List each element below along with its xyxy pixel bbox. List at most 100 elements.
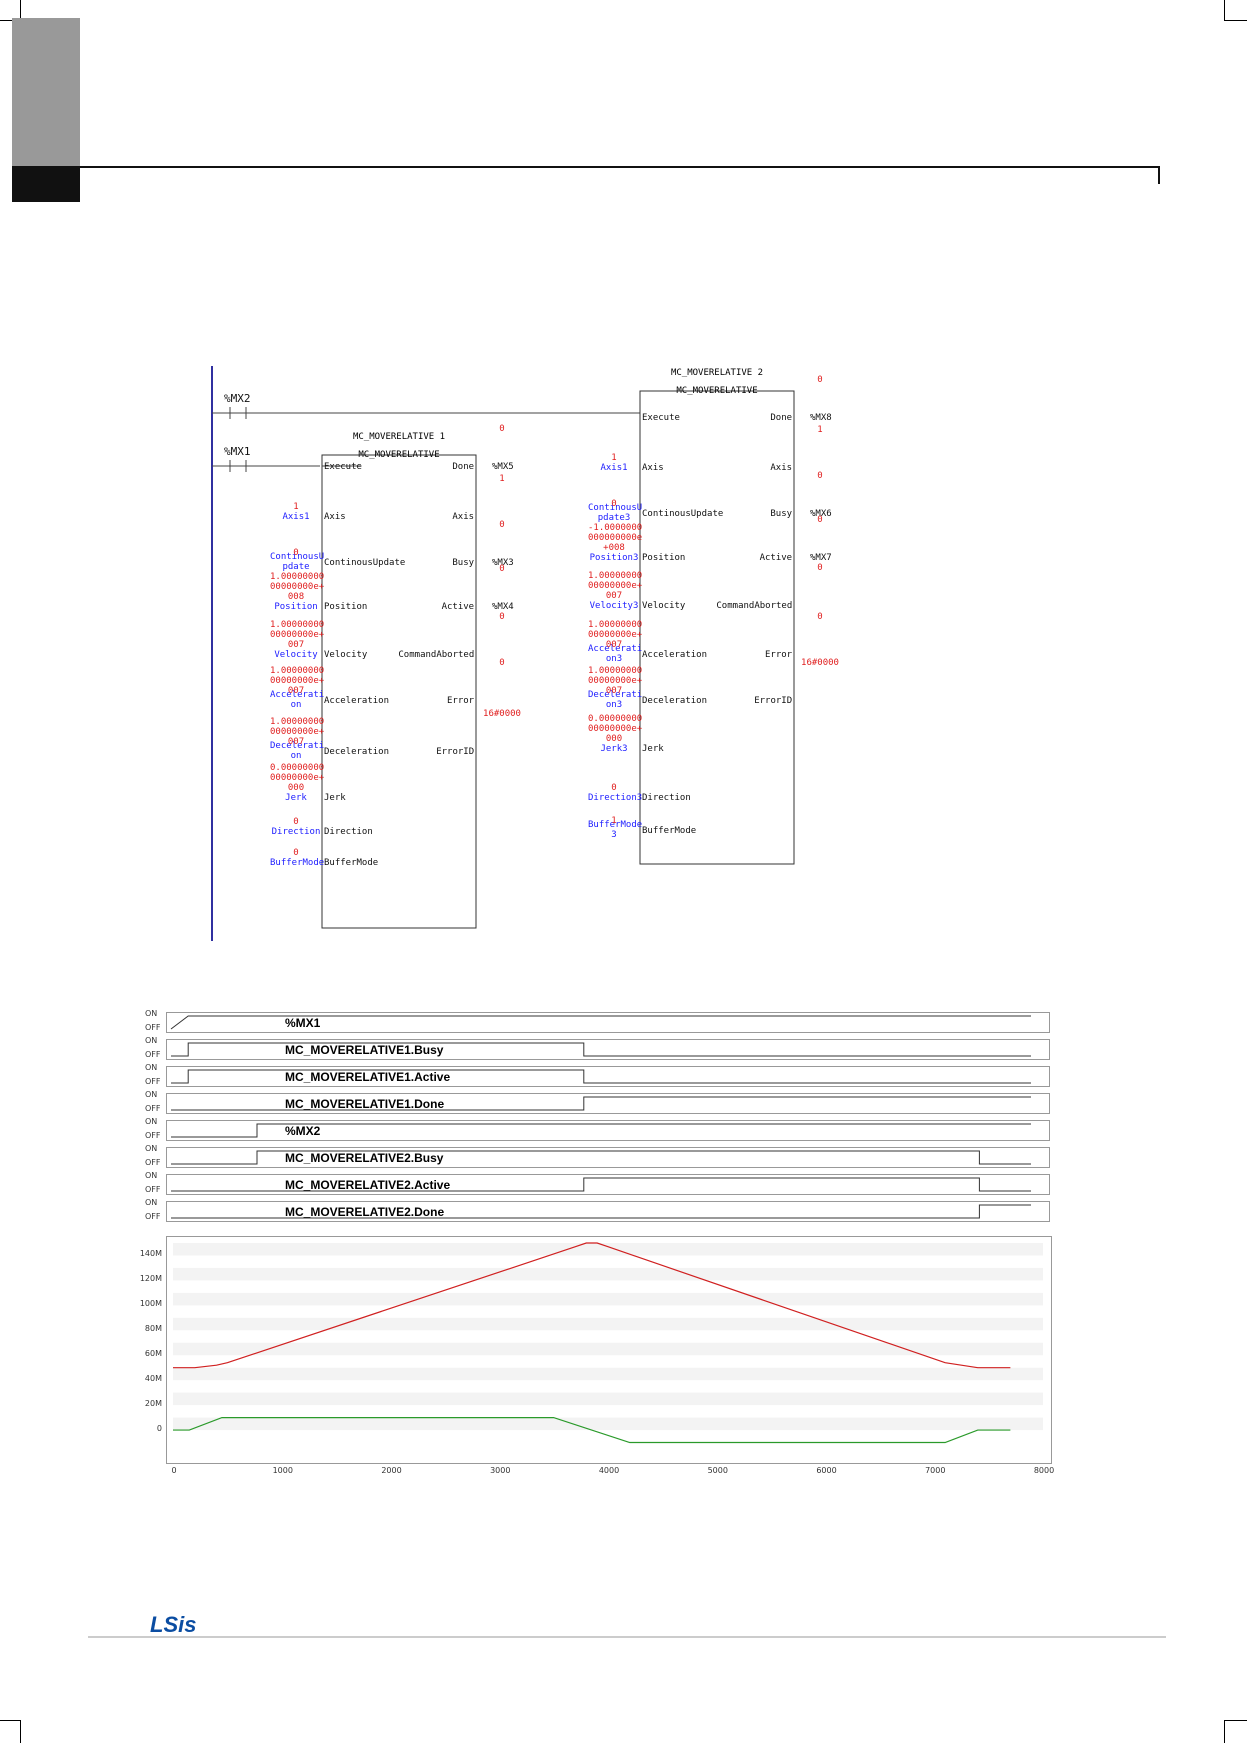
signal-name: MC_MOVERELATIVE1.Busy [285, 1043, 444, 1057]
fb2-var-buffermode: BufferMode 3 [588, 820, 643, 840]
fb1-pin-position: Position [324, 602, 368, 612]
x-tick-label: 1000 [272, 1466, 293, 1475]
signal-trace [171, 1150, 1031, 1165]
on-off-axis: ON OFF [145, 1171, 161, 1194]
y-tick-label: 140M [139, 1249, 162, 1259]
trend-chart [166, 1236, 1052, 1464]
fb1-var-deceleration: Decelerati on [270, 741, 325, 761]
fb2-outval-active: 0 [817, 515, 823, 525]
series-line-0 [173, 1242, 1011, 1369]
fb2-val-acceleration: 1.00000000 00000000e+ 007 [588, 620, 643, 650]
grid-band [173, 1267, 1043, 1281]
fb2-pin-axis: Axis [642, 463, 664, 473]
fb1-pin-acceleration: Acceleration [324, 696, 390, 706]
off-label: OFF [145, 1185, 161, 1194]
fb2-out-axis: Axis [770, 463, 793, 473]
header-rule [80, 166, 1160, 168]
y-tick-label: 100M [139, 1299, 162, 1309]
fb1-pin-deceleration: Deceleration [324, 747, 390, 757]
fb1-val-direction: 0 [293, 817, 299, 827]
signal-waveform [170, 1015, 1031, 1030]
fb1-var-buffermode: BufferMode [270, 858, 325, 868]
on-label: ON [145, 1171, 158, 1180]
fb2-pin-buffermode: BufferMode [642, 826, 697, 836]
fb2-var-acceleration: Accelerati on3 [588, 644, 643, 664]
x-tick-label: 5000 [707, 1466, 728, 1475]
timing-row: ON OFF MC_MOVERELATIVE2.Active [145, 1171, 1050, 1195]
signal-waveform [171, 1042, 1031, 1057]
footer-logo: LSis [150, 1612, 196, 1638]
fb1-var-axis: Axis1 [282, 512, 310, 522]
fb2-val-velocity: 1.00000000 00000000e+ 007 [588, 571, 643, 601]
fb2-pin-continousupdate: ContinousUpdate [642, 509, 724, 519]
grid-band [173, 1392, 1043, 1406]
fb2-outval-busy: 0 [817, 471, 823, 481]
fb2-out-error: Error [765, 650, 793, 660]
signal-name: %MX1 [285, 1016, 321, 1030]
on-off-axis: ON OFF [145, 1036, 161, 1059]
signal-name: MC_MOVERELATIVE2.Busy [285, 1151, 444, 1165]
fb2-var-velocity: Velocity3 [589, 601, 639, 611]
on-label: ON [145, 1009, 158, 1018]
on-off-axis: ON OFF [145, 1090, 161, 1113]
fb2-var-deceleration: Decelerati on3 [588, 690, 643, 710]
fb2-out-busy: Busy [770, 509, 793, 519]
timing-row: ON OFF MC_MOVERELATIVE1.Busy [145, 1036, 1050, 1060]
fb2-outval-axis: 1 [817, 425, 823, 435]
fb1-val-jerk: 0.00000000 00000000e+ 000 [270, 763, 325, 793]
signal-waveform [171, 1096, 1031, 1111]
fb2-instance-name: MC_MOVERELATIVE 2 [670, 368, 764, 378]
y-tick-label: 80M [144, 1324, 162, 1334]
fb2-outvar-done: %MX8 [810, 413, 832, 423]
off-label: OFF [145, 1212, 161, 1221]
timing-row: ON OFF MC_MOVERELATIVE1.Active [145, 1063, 1050, 1087]
fb1-pin-continousupdate: ContinousUpdate [324, 558, 406, 568]
fb1-val-continousupdate: 0 [293, 548, 299, 558]
fb1-out-commandaborted: CommandAborted [398, 650, 475, 660]
fb1-var-continousupdate: ContinousU pdate [270, 552, 325, 572]
chapter-tab-dark [12, 166, 80, 202]
signal-trace [171, 1042, 1031, 1057]
crop-mark-top-right [1224, 0, 1247, 21]
fb2-val-jerk: 0.00000000 00000000e+ 000 [588, 714, 643, 744]
fb1-pin-jerk: Jerk [324, 793, 346, 803]
fb1-outval-active: 0 [499, 564, 505, 574]
fb2-var-jerk: Jerk3 [600, 744, 628, 754]
fb1-outval-error: 0 [499, 658, 505, 668]
fb2-pin-jerk: Jerk [642, 744, 664, 754]
timing-row: ON OFF %MX1 [145, 1009, 1050, 1033]
fb2-pin-position: Position [642, 553, 686, 563]
fb1-instance-name: MC_MOVERELATIVE 1 [352, 432, 446, 442]
fb1-outval-errorid: 16#0000 [483, 709, 521, 719]
fb2-type-name: MC_MOVERELATIVE [676, 386, 758, 396]
fb1-out-active: Active [441, 602, 475, 612]
grid-band [173, 1317, 1043, 1331]
signal-name: MC_MOVERELATIVE1.Done [285, 1097, 445, 1111]
fb1-var-jerk: Jerk [285, 793, 307, 803]
y-tick-label: 20M [144, 1399, 162, 1409]
ladder-diagram: MC_MOVERELATIVE 1 MC_MOVERELATIVE MC_MOV… [210, 366, 850, 941]
fb2-out-errorid: ErrorID [754, 696, 793, 706]
on-label: ON [145, 1036, 158, 1045]
fb2-out-done: Done [770, 413, 793, 423]
series-line-1 [173, 1416, 1011, 1444]
off-label: OFF [145, 1131, 161, 1140]
on-label: ON [145, 1198, 158, 1207]
fb2-var-direction: Direction3 [588, 793, 643, 803]
contact-mx2-label: %MX2 [224, 392, 251, 405]
x-tick-label: 2000 [381, 1466, 402, 1475]
fb1-pin-direction: Direction [324, 827, 373, 837]
fb1-outval-done: 0 [499, 424, 505, 434]
fb1-var-direction: Direction [271, 827, 321, 837]
y-tick-label: 40M [144, 1374, 162, 1384]
x-tick-label: 6000 [816, 1466, 837, 1475]
fb2-outvar-active: %MX7 [810, 553, 832, 563]
fb2-outval-done: 0 [817, 375, 823, 385]
fb2-pin-execute: Execute [642, 413, 680, 423]
fb1-outval-commandaborted: 0 [499, 612, 505, 622]
off-label: OFF [145, 1104, 161, 1113]
fb2-val-axis: 1 [611, 453, 617, 463]
fb2-pin-deceleration: Deceleration [642, 696, 708, 706]
fb1-outvar-busy: %MX3 [492, 558, 514, 568]
signal-trace [171, 1204, 1031, 1219]
